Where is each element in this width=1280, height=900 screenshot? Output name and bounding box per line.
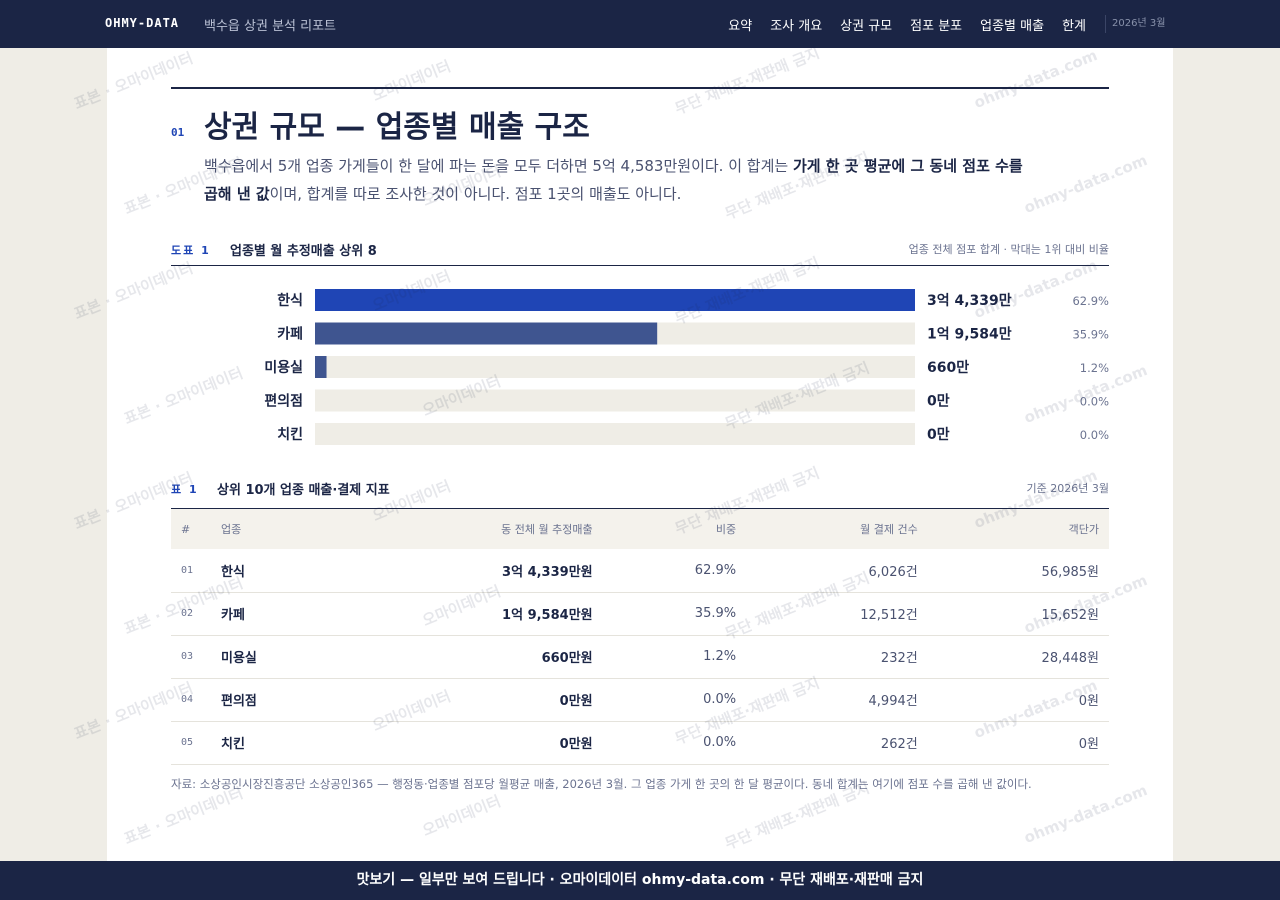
table-header-cell: 비중 xyxy=(602,509,747,549)
metrics-table: # 업종 동 전체 월 추정매출 비중 월 결제 건수 객단가 01 한식 3억 4,339만원… xyxy=(171,509,1109,765)
figure-header: 도표 1 업종별 월 추정매출 상위 8 업종 전체 점포 합계 · 막대는 1… xyxy=(171,236,1109,266)
section-rule xyxy=(171,87,1109,89)
table-cell: 35.9% xyxy=(602,592,747,636)
nav-link[interactable]: 점포 분포 xyxy=(910,19,963,34)
table-cell: 편의점 xyxy=(211,678,342,722)
bar-track xyxy=(315,356,915,378)
bar xyxy=(315,289,915,311)
footer-banner: 맛보기 — 일부만 보여 드립니다 · 오마이데이터 ohmy-data.com… xyxy=(0,861,1280,900)
table-header-cell: 객단가 xyxy=(927,509,1109,549)
table-note: 기준 2026년 3월 xyxy=(1026,482,1109,495)
table-cell: 3억 4,339만원 xyxy=(341,549,603,593)
table-cell: 0원 xyxy=(927,678,1109,722)
bar xyxy=(315,322,658,345)
bar-share-label: 1.2% xyxy=(1080,361,1109,375)
bar-track xyxy=(315,423,915,445)
lead-text: 백수읍에서 5개 업종 가게들이 한 달에 파는 돈을 모두 더하면 5억 4,… xyxy=(204,157,793,175)
table-cell: 1.2% xyxy=(602,635,747,679)
source-note: 자료: 소상공인시장진흥공단 소상공인365 — 행정동·업종별 점포당 월평균… xyxy=(171,777,1032,791)
figure-note: 업종 전체 점포 합계 · 막대는 1위 대비 비율 xyxy=(908,243,1109,256)
nav-link[interactable]: 상권 규모 xyxy=(840,19,893,34)
nav-subtitle: 백수읍 상권 분석 리포트 xyxy=(204,19,336,34)
table-cell: 62.9% xyxy=(602,549,747,593)
table-cell: 0만원 xyxy=(341,721,603,765)
nav-date: 2026년 3월 xyxy=(1105,15,1165,33)
table-cell: 0.0% xyxy=(602,678,747,722)
bar-value-label: 0만 xyxy=(927,427,950,443)
bar-share-label: 35.9% xyxy=(1072,328,1109,342)
table-cell: 미용실 xyxy=(211,635,342,679)
table-cell: 0만원 xyxy=(341,678,603,722)
table-body: 01 한식 3억 4,339만원 62.9% 6,026건 56,985원 02 카페 1억 9… xyxy=(171,549,1109,765)
table-cell: 치킨 xyxy=(211,721,342,765)
bar-value-label: 0만 xyxy=(927,394,950,410)
bar-share-label: 0.0% xyxy=(1080,428,1109,442)
figure-label: 도표 1 xyxy=(171,244,211,257)
section-title: 상권 규모 — 업종별 매출 구조 xyxy=(204,110,590,145)
section-lead: 백수읍에서 5개 업종 가게들이 한 달에 파는 돈을 모두 더하면 5억 4,… xyxy=(204,152,1024,208)
nav-links: 요약 조사 개요 상권 규모 점포 분포 업종별 매출 한계 xyxy=(728,15,1086,34)
bar-track xyxy=(315,389,915,412)
bar-share-label: 0.0% xyxy=(1080,395,1109,409)
table-cell: 660만원 xyxy=(341,635,603,679)
table-cell: 1억 9,584만원 xyxy=(341,592,603,636)
table-cell: 한식 xyxy=(211,549,342,593)
bar-value-label: 3억 4,339만 xyxy=(927,293,1012,309)
table-cell: 04 xyxy=(171,678,211,722)
table-cell: 0.0% xyxy=(602,721,747,765)
table-cell: 카페 xyxy=(211,592,342,636)
table-label: 표 1 xyxy=(171,483,199,496)
table-cell: 05 xyxy=(171,721,211,765)
table-row: 01 한식 3억 4,339만원 62.9% 6,026건 56,985원 xyxy=(171,549,1109,593)
bar-label: 카페 xyxy=(277,327,303,343)
table-header-cell: 월 결제 건수 xyxy=(746,509,928,549)
table-row: 04 편의점 0만원 0.0% 4,994건 0원 xyxy=(171,678,1109,722)
figure-title: 업종별 월 추정매출 상위 8 xyxy=(230,244,377,259)
bar-share-label: 62.9% xyxy=(1072,294,1109,308)
table-cell: 0원 xyxy=(927,721,1109,765)
table-cell: 4,994건 xyxy=(746,678,928,722)
bar-value-label: 660만 xyxy=(927,360,969,376)
table-cell: 03 xyxy=(171,635,211,679)
table-title: 상위 10개 업종 매출·결제 지표 xyxy=(217,483,390,498)
table-cell: 28,448원 xyxy=(927,635,1109,679)
bar-label: 한식 xyxy=(277,293,303,309)
table-head-row: # 업종 동 전체 월 추정매출 비중 월 결제 건수 객단가 xyxy=(171,509,1109,549)
lead-text: 이며, 합계를 따로 조사한 것이 아니다. 점포 1곳의 매출도 아니다. xyxy=(269,185,682,203)
table-cell: 56,985원 xyxy=(927,549,1109,593)
table-header: 표 1 상위 10개 업종 매출·결제 지표 기준 2026년 3월 xyxy=(171,475,1109,509)
table-row: 05 치킨 0만원 0.0% 262건 0원 xyxy=(171,721,1109,765)
bar-label: 편의점 xyxy=(264,393,303,410)
lead-emphasis: 가게 한 곳 평균에 그 동네 점포 수를 곱해 낸 값 xyxy=(204,157,1023,203)
bar-label: 미용실 xyxy=(264,360,303,376)
table-cell: 6,026건 xyxy=(746,549,928,593)
table-cell: 232건 xyxy=(746,635,928,679)
bar-chart: 한식 3억 4,339만 62.9% 카페 1억 9,584만 35.9% 미용실 660만 1… xyxy=(264,289,1109,445)
table-cell: 15,652원 xyxy=(927,592,1109,636)
nav-link[interactable]: 업종별 매출 xyxy=(980,19,1045,34)
table-header-cell: # xyxy=(171,509,211,549)
table-row: 02 카페 1억 9,584만원 35.9% 12,512건 15,652원 xyxy=(171,592,1109,636)
table-header-cell: 업종 xyxy=(211,509,342,549)
bar xyxy=(315,356,327,378)
table-cell: 262건 xyxy=(746,721,928,765)
table-row: 03 미용실 660만원 1.2% 232건 28,448원 xyxy=(171,635,1109,679)
table-cell: 12,512건 xyxy=(746,592,928,636)
nav-link[interactable]: 요약 xyxy=(728,19,753,34)
nav-link[interactable]: 조사 개요 xyxy=(770,19,823,34)
table-header-cell: 동 전체 월 추정매출 xyxy=(341,509,603,549)
nav-link[interactable]: 한계 xyxy=(1062,19,1086,34)
table-cell: 02 xyxy=(171,592,211,636)
content-panel: 01 상권 규모 — 업종별 매출 구조 백수읍에서 5개 업종 가게들이 한 … xyxy=(107,48,1173,861)
bar-label: 치킨 xyxy=(277,426,303,443)
bar-value-label: 1억 9,584만 xyxy=(927,327,1012,343)
brand[interactable]: OHMY-DATA xyxy=(105,16,180,30)
section-number: 01 xyxy=(171,126,185,139)
top-nav: OHMY-DATA 백수읍 상권 분석 리포트 요약 조사 개요 상권 규모 점포 분… xyxy=(0,0,1280,48)
table-cell: 01 xyxy=(171,549,211,593)
